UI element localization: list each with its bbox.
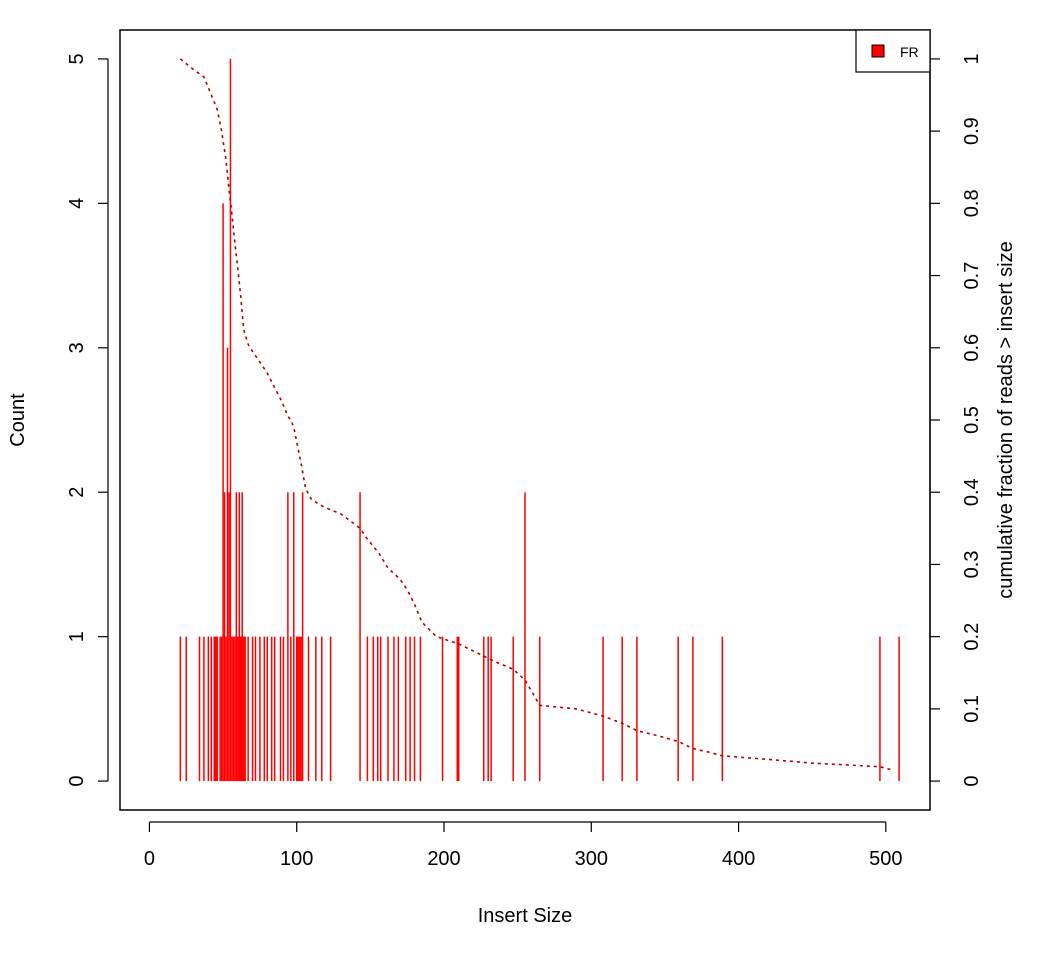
y-tick-label: 5 [66,53,88,64]
x-tick-label: 300 [575,848,608,870]
y-tick-label: 4 [66,198,88,209]
y-tick-label: 0 [66,776,88,787]
legend: FR [855,29,931,73]
y-right-tick-label: 0.7 [961,262,983,290]
legend-swatch-fr [871,44,885,58]
plot-area [179,58,900,782]
y-tick-label: 1 [66,631,88,642]
y-right-tick-label: 0.6 [961,334,983,362]
y-tick-label: 2 [66,487,88,498]
y-right-tick-label: 1 [961,53,983,64]
y-right-tick-label: 0.9 [961,117,983,145]
y-axis-label: Count [7,393,29,447]
y-axis-left: 0 1 2 3 4 5 [66,53,109,787]
legend-box [855,29,931,73]
y-axis-right: 0 0.1 0.2 0.3 0.4 0.5 0.6 0.7 0.8 0.9 1 [929,53,983,787]
y-tick-label: 3 [66,342,88,353]
x-tick-label: 200 [427,848,460,870]
x-axis-label: Insert Size [478,905,572,927]
y-right-tick-label: 0.2 [961,623,983,651]
x-axis: 0 100 200 300 400 500 [144,821,903,870]
y-right-tick-label: 0.4 [961,478,983,506]
y-right-tick-label: 0.3 [961,551,983,579]
y-right-tick-label: 0 [961,776,983,787]
legend-label-fr: FR [900,44,919,60]
x-tick-label: 400 [722,848,755,870]
y-right-tick-label: 0.5 [961,406,983,434]
x-tick-label: 500 [869,848,902,870]
x-tick-label: 0 [144,848,155,870]
y-right-tick-label: 0.8 [961,189,983,217]
y-right-tick-label: 0.1 [961,695,983,723]
x-tick-label: 100 [280,848,313,870]
y-axis-right-label: cumulative fraction of reads > insert si… [995,241,1017,598]
